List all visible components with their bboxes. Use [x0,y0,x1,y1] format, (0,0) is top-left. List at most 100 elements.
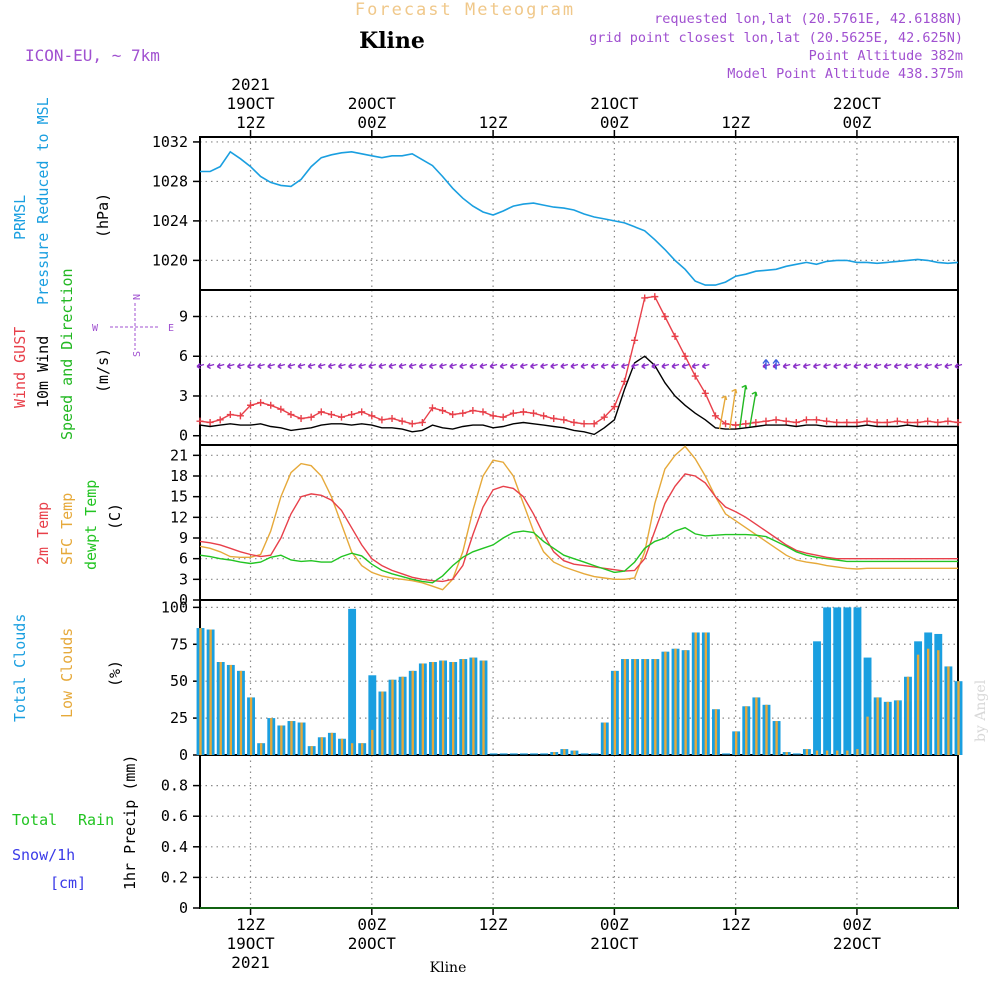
low-cloud-bar [876,697,879,755]
compass-n: N [132,294,143,300]
gust-marker [671,332,679,340]
low-cloud-bar [815,750,819,755]
direction-arrow [914,363,922,370]
direction-arrow [792,363,801,370]
gust-marker [216,416,224,424]
low-cloud-bar [947,666,950,755]
y-tick-label: 0.2 [161,868,188,886]
wind-gust-label: Wind GUST [11,327,29,408]
strong-wind-arrow [728,388,738,430]
direction-arrow [782,363,791,370]
direction-arrow [651,363,659,370]
y-tick-label: 0.4 [161,838,188,856]
gust-marker [934,418,942,426]
low-cloud-bar [825,750,829,755]
gust-marker [408,420,416,428]
gust-marker [853,418,861,426]
low-cloud-bar [856,749,859,755]
temp-2m-line [199,473,958,583]
low-cloud-bar [896,700,900,755]
gust-marker [358,408,366,416]
gust-marker [368,412,376,420]
direction-arrow [378,363,387,370]
gust-marker [509,409,517,417]
total-cloud-bar [853,607,862,755]
direction-arrow [802,363,811,370]
direction-arrow [297,363,306,370]
low-cloud-bar [290,721,293,755]
gust-marker [489,412,497,420]
gust-marker [722,420,730,428]
low-cloud-bar [674,648,677,755]
gust-marker [570,418,578,426]
wind-10m-label: 10m Wind [34,336,52,408]
low-cloud-bar [381,691,384,755]
y-tick-label: 1028 [152,172,188,190]
low-cloud-bar [846,750,849,755]
low-cloud-bar [704,632,708,755]
gust-marker [843,418,851,426]
direction-arrow [954,363,963,370]
low-cloud-bar [280,725,283,755]
low-cloud-bar [633,659,637,755]
gust-line [199,295,959,426]
y-tick-label: 50 [170,672,188,690]
gust-marker [236,412,244,420]
direction-arrow [924,363,932,370]
gust-marker [914,418,922,426]
pressure-line [200,150,959,286]
direction-arrow [439,363,447,370]
direction-arrow [661,363,670,370]
low-cloud-bar [209,629,212,755]
direction-arrow [883,363,892,370]
gust-marker [327,411,335,419]
direction-arrow [580,363,589,370]
gust-marker [893,417,901,425]
low-cloud-bar [957,681,960,755]
gust-marker [348,411,356,419]
bottom-time-label: 2021 [231,953,270,972]
direction-arrow [681,363,690,370]
low-cloud-bar [906,676,910,755]
y-tick-label: 75 [170,635,188,653]
direction-arrow [337,363,346,370]
direction-arrow [307,363,316,370]
celsius-label: (C) [106,503,124,530]
low-cloud-bar [330,732,334,755]
direction-arrow [671,363,680,370]
gust-marker [418,418,426,426]
low-cloud-bar [300,722,303,755]
y-tick-label: 1020 [152,251,188,269]
direction-arrow [236,363,245,370]
panel-frame [199,136,959,291]
gust-marker [954,418,962,426]
direction-arrow [277,363,286,370]
bottom-location: Kline [430,960,467,976]
y-tick-label: 12 [170,508,188,526]
direction-arrow [893,363,902,370]
low-cloud-bar [401,676,404,755]
compass-icon [110,303,160,350]
low-cloud-bar [734,731,738,755]
gust-marker [307,413,315,421]
gust-marker [752,418,760,426]
gust-marker [297,415,305,423]
gust-marker [206,418,214,426]
y-tick-label: 6 [179,347,188,365]
direction-arrow [944,363,953,370]
chart-marks: 1020102410281032036903691215182102550751… [152,75,963,972]
low-cloud-bar [563,749,566,755]
gust-marker [459,409,467,417]
low-cloud-bar [199,628,202,755]
gust-marker [823,417,831,425]
direction-arrow [631,363,639,370]
low-cloud-bar [482,660,485,755]
y-tick-label: 0.6 [161,807,188,825]
direction-arrow [641,363,649,370]
gust-marker [772,416,780,424]
gust-marker [337,413,345,421]
gust-marker [479,408,487,416]
direction-arrow [418,363,427,370]
gust-marker [257,399,265,407]
y-tick-label: 0 [179,899,188,917]
